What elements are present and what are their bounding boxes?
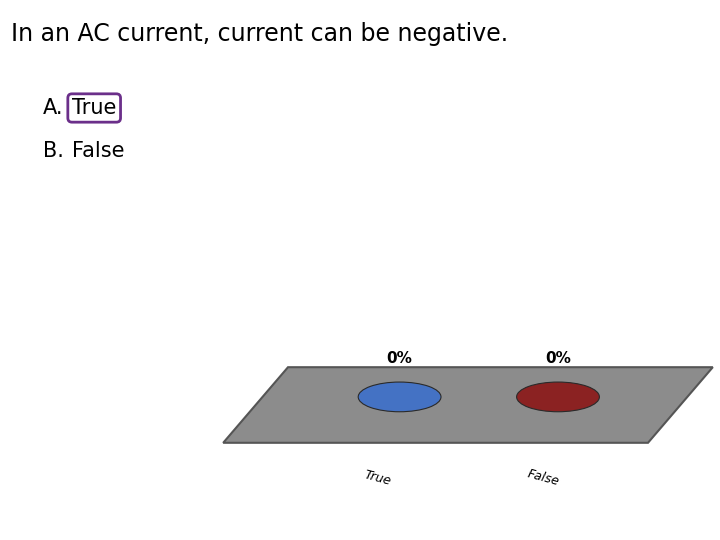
Text: False: False: [72, 141, 125, 161]
Text: 0%: 0%: [387, 351, 413, 366]
Text: True: True: [363, 468, 393, 488]
Ellipse shape: [359, 382, 441, 411]
Ellipse shape: [517, 382, 600, 411]
Text: True: True: [72, 98, 117, 118]
Text: A.: A.: [43, 98, 63, 118]
Polygon shape: [223, 367, 713, 443]
Text: 0%: 0%: [545, 351, 571, 366]
Text: In an AC current, current can be negative.: In an AC current, current can be negativ…: [11, 22, 508, 45]
Text: B.: B.: [43, 141, 64, 161]
Text: False: False: [526, 468, 561, 488]
